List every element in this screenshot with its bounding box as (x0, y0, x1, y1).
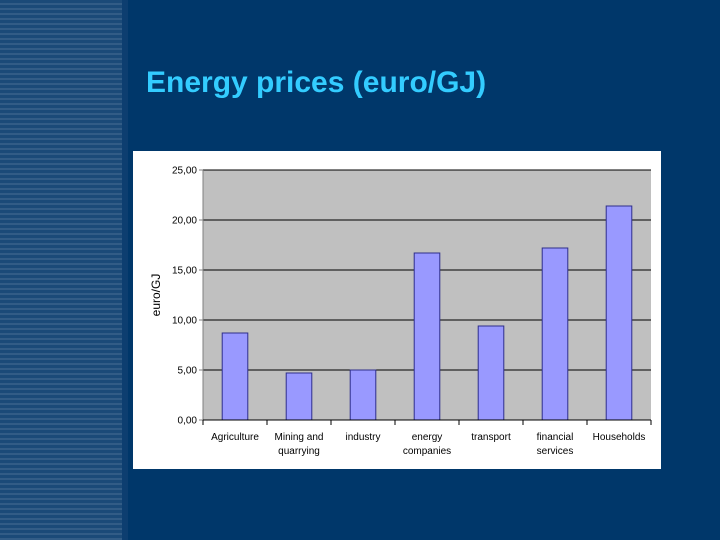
bar (605, 205, 633, 421)
y-tick-label: 0,00 (178, 416, 198, 427)
x-tick-label: industry (345, 432, 380, 443)
x-tick-labels: Agriculture Mining and quarrying industry en… (211, 432, 645, 457)
x-tick-label: financial services (537, 432, 574, 457)
y-tick-label: 25,00 (172, 166, 197, 177)
chart-panel: euro/GJ 0,00 5,00 10,00 15,00 20,00 25,00 Agr… (133, 151, 661, 469)
decorative-side-strip (0, 0, 128, 540)
y-tick-labels: 0,00 5,00 10,00 15,00 20,00 25,00 (172, 166, 203, 427)
bar (349, 369, 377, 421)
bar (413, 252, 441, 421)
bars (221, 205, 633, 421)
y-tick-label: 20,00 (172, 216, 197, 227)
y-axis-label: euro/GJ (149, 274, 163, 317)
x-tick-label: Households (593, 432, 646, 443)
x-tick-label: Mining and quarrying (275, 432, 324, 457)
y-tick-label: 10,00 (172, 316, 197, 327)
bar-chart: euro/GJ 0,00 5,00 10,00 15,00 20,00 25,00 Agr… (149, 166, 652, 457)
y-tick-label: 5,00 (178, 366, 198, 377)
bar (477, 325, 505, 421)
bar (285, 372, 313, 421)
x-tick-label: energy companies (403, 432, 451, 457)
bar (221, 332, 249, 421)
x-tick-marks (202, 420, 652, 425)
bar (541, 247, 569, 421)
x-tick-label: Agriculture (211, 432, 259, 443)
slide-title: Energy prices (euro/GJ) (146, 66, 487, 99)
x-tick-label: transport (471, 432, 511, 443)
y-tick-label: 15,00 (172, 266, 197, 277)
